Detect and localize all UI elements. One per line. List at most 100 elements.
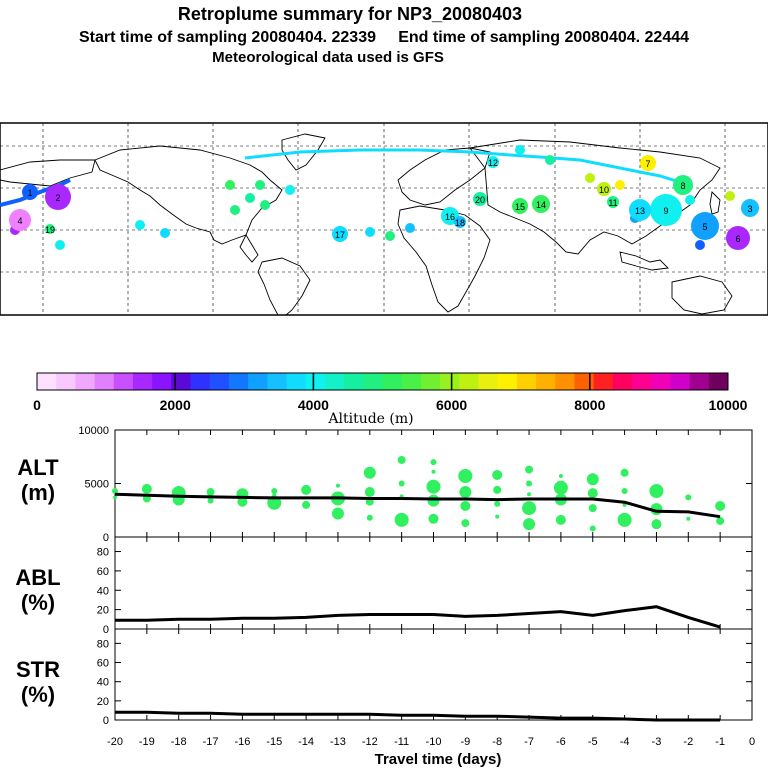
colorbar-cell bbox=[324, 373, 345, 390]
map-marker bbox=[691, 212, 719, 240]
colorbar-cell bbox=[94, 373, 115, 390]
altitude-point bbox=[526, 480, 533, 487]
map-marker-label: 17 bbox=[335, 230, 345, 240]
altitude-point bbox=[651, 519, 662, 530]
colorbar-cell bbox=[555, 373, 575, 390]
colorbar-cell bbox=[56, 373, 76, 390]
colorbar-cell bbox=[209, 373, 230, 390]
colorbar-cell bbox=[497, 373, 518, 390]
altitude-point bbox=[461, 519, 470, 528]
altitude-point bbox=[493, 485, 502, 494]
panel-unit: (%) bbox=[21, 590, 55, 615]
altitude-point bbox=[428, 513, 439, 524]
colorbar-cell bbox=[651, 373, 671, 390]
plume-dot bbox=[260, 200, 270, 210]
y-tick-label: 80 bbox=[97, 547, 109, 559]
x-tick-label: -15 bbox=[266, 736, 282, 748]
plume-dot bbox=[695, 240, 705, 250]
altitude-point bbox=[525, 465, 534, 474]
altitude-point bbox=[715, 500, 726, 511]
met-data-note: Meteorological data used is GFS bbox=[212, 49, 444, 66]
colorbar-cell bbox=[593, 373, 614, 390]
map-marker-label: 1 bbox=[27, 188, 32, 198]
panel-label: ABL bbox=[15, 565, 60, 590]
map-marker bbox=[473, 192, 487, 206]
altitude-point bbox=[555, 514, 566, 525]
abl-panel: 0 20 40 60 80 ABL(%) bbox=[15, 536, 753, 636]
altitude-point bbox=[621, 487, 628, 494]
colorbar-cell bbox=[344, 373, 364, 390]
y-tick-label: 5000 bbox=[85, 479, 109, 491]
colorbar-cell bbox=[459, 373, 479, 390]
x-tick-label: -2 bbox=[683, 736, 693, 748]
colorbar-cell bbox=[689, 373, 710, 390]
plume-trail bbox=[244, 148, 691, 187]
altitude-point bbox=[272, 493, 277, 498]
plume-dot bbox=[385, 231, 395, 241]
plume-dot bbox=[285, 185, 295, 195]
altitude-point bbox=[430, 459, 437, 466]
x-tick-label: -3 bbox=[652, 736, 662, 748]
y-tick-label: 0 bbox=[103, 532, 109, 544]
altitude-point bbox=[649, 483, 664, 498]
plume-dot bbox=[255, 180, 265, 190]
map-marker-label: 11 bbox=[608, 198, 617, 208]
colorbar-cell bbox=[132, 373, 153, 390]
colorbar-tick-label: 10000 bbox=[709, 397, 748, 413]
altitude-point bbox=[141, 483, 152, 494]
map-marker-label: 16 bbox=[445, 212, 455, 222]
map-marker-label: 9 bbox=[663, 206, 668, 216]
altitude-point bbox=[113, 495, 117, 500]
map-marker bbox=[9, 209, 31, 231]
colorbar-cell bbox=[113, 373, 134, 390]
map-marker-label: 12 bbox=[488, 158, 498, 168]
altitude-point bbox=[335, 483, 340, 488]
colorbar-cell bbox=[75, 373, 96, 390]
colorbar-cell bbox=[478, 373, 499, 390]
map-marker bbox=[741, 199, 759, 217]
plume-dot bbox=[230, 205, 240, 215]
map-marker bbox=[45, 224, 55, 234]
colorbar-cell bbox=[382, 373, 403, 390]
altitude-point bbox=[459, 486, 472, 499]
plume-dot bbox=[685, 195, 695, 205]
map-marker-label: 10 bbox=[599, 185, 609, 195]
x-tick-label: -1 bbox=[715, 736, 725, 748]
altitude-point bbox=[397, 455, 406, 464]
altitude-point bbox=[522, 501, 537, 516]
altitude-point bbox=[271, 487, 278, 494]
map-graticule bbox=[0, 123, 768, 315]
colorbar-cell bbox=[171, 373, 192, 390]
y-tick-label: 60 bbox=[97, 566, 109, 578]
plume-dot bbox=[225, 180, 235, 190]
altitude-point bbox=[685, 494, 692, 501]
y-tick-label: 80 bbox=[97, 638, 109, 650]
altitude-point bbox=[586, 473, 599, 486]
figure-title: Retroplume summary for NP3_20080403 bbox=[178, 4, 522, 24]
map-marker-label: 20 bbox=[475, 195, 485, 205]
alt-panel: 0 5000 10000 ALT(m) bbox=[17, 425, 753, 544]
map-marker bbox=[512, 198, 528, 214]
colorbar-tick-label: 8000 bbox=[574, 397, 605, 413]
x-tick-label: -7 bbox=[524, 736, 534, 748]
altitude-point bbox=[617, 512, 632, 527]
map-marker bbox=[332, 226, 348, 242]
altitude-point bbox=[460, 500, 471, 511]
colorbar-cell bbox=[708, 373, 729, 390]
colorbar-cell bbox=[670, 373, 691, 390]
plume-dot bbox=[585, 173, 595, 183]
map-marker bbox=[726, 226, 750, 250]
altitude-point bbox=[398, 480, 405, 487]
colorbar-tick-label: 2000 bbox=[160, 397, 191, 413]
map-marker-label: 18 bbox=[455, 218, 465, 228]
map-marker-label: 6 bbox=[735, 234, 740, 244]
colorbar-cell bbox=[190, 373, 211, 390]
altitude-point bbox=[331, 507, 344, 520]
map-marker bbox=[640, 155, 656, 171]
altitude-point bbox=[495, 514, 500, 519]
plume-dot bbox=[545, 155, 555, 165]
x-tick-label: -9 bbox=[460, 736, 470, 748]
colorbar-cell bbox=[286, 373, 307, 390]
